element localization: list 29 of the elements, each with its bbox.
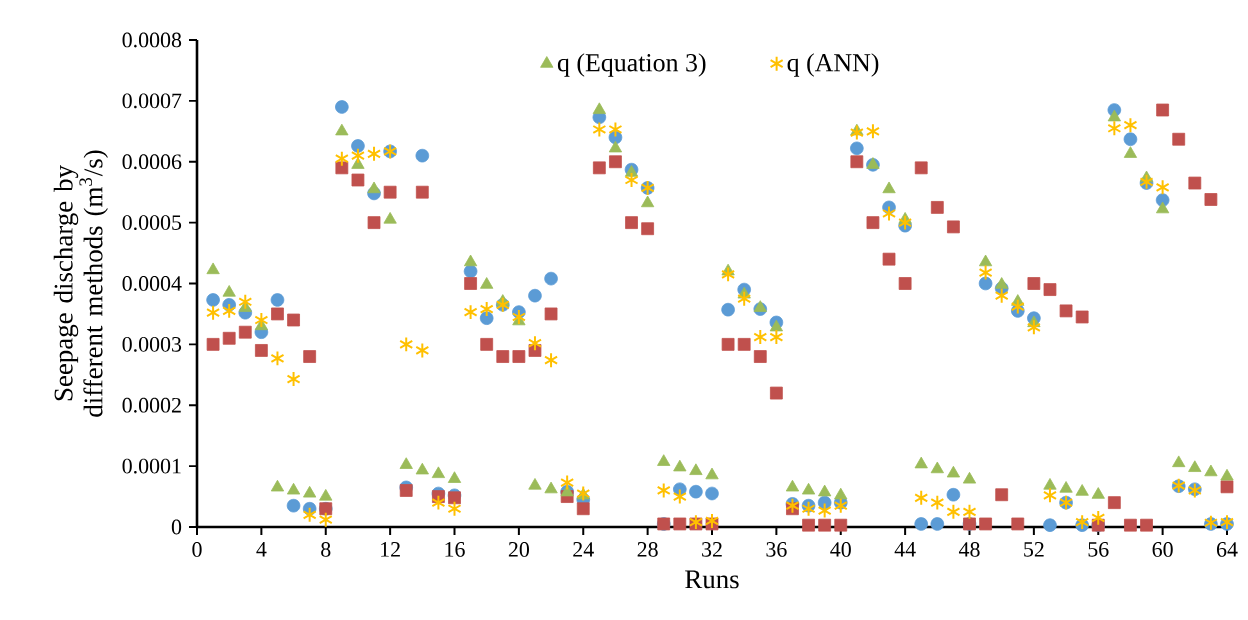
x-tick-label: 60 [1152,542,1173,557]
x-tick-label: 28 [637,542,658,557]
x-tick-label: 36 [766,542,787,557]
y-tick-label: 0.0004 [122,276,182,291]
x-tick-label: 56 [1088,542,1109,557]
y-tick-label: 0.0006 [122,154,182,170]
x-tick-label: 20 [508,542,529,557]
x-tick-label: 40 [830,542,851,557]
x-tick-label: 48 [958,542,980,557]
x-tick-label: 32 [702,542,722,557]
x-tick-label: 4 [256,542,267,557]
y-tick-label: 0.0003 [122,336,182,352]
legend-label: q (Equation 3) [557,53,706,77]
y-tick-label: 0.0008 [122,32,182,48]
y-tick-label: 0.0007 [122,93,182,109]
x-tick-label: 24 [573,542,594,557]
x-tick-label: 12 [381,542,400,557]
x-tick-label: 44 [894,542,916,557]
y-tick-label: 0.0005 [122,215,182,231]
x-tick-label: 64 [1216,542,1238,557]
x-tick-label: 16 [445,542,465,557]
y-tick-label: 0.0001 [122,458,181,474]
y-tick-label: 0 [171,519,182,535]
x-tick-label: 0 [192,542,202,557]
legend-label: q (ANN) [787,53,879,77]
x-tick-label: 8 [321,542,331,557]
x-tick-label: 52 [1024,542,1044,557]
y-tick-label: 0.0002 [122,397,181,413]
x-axis-title: Runs [685,570,739,589]
